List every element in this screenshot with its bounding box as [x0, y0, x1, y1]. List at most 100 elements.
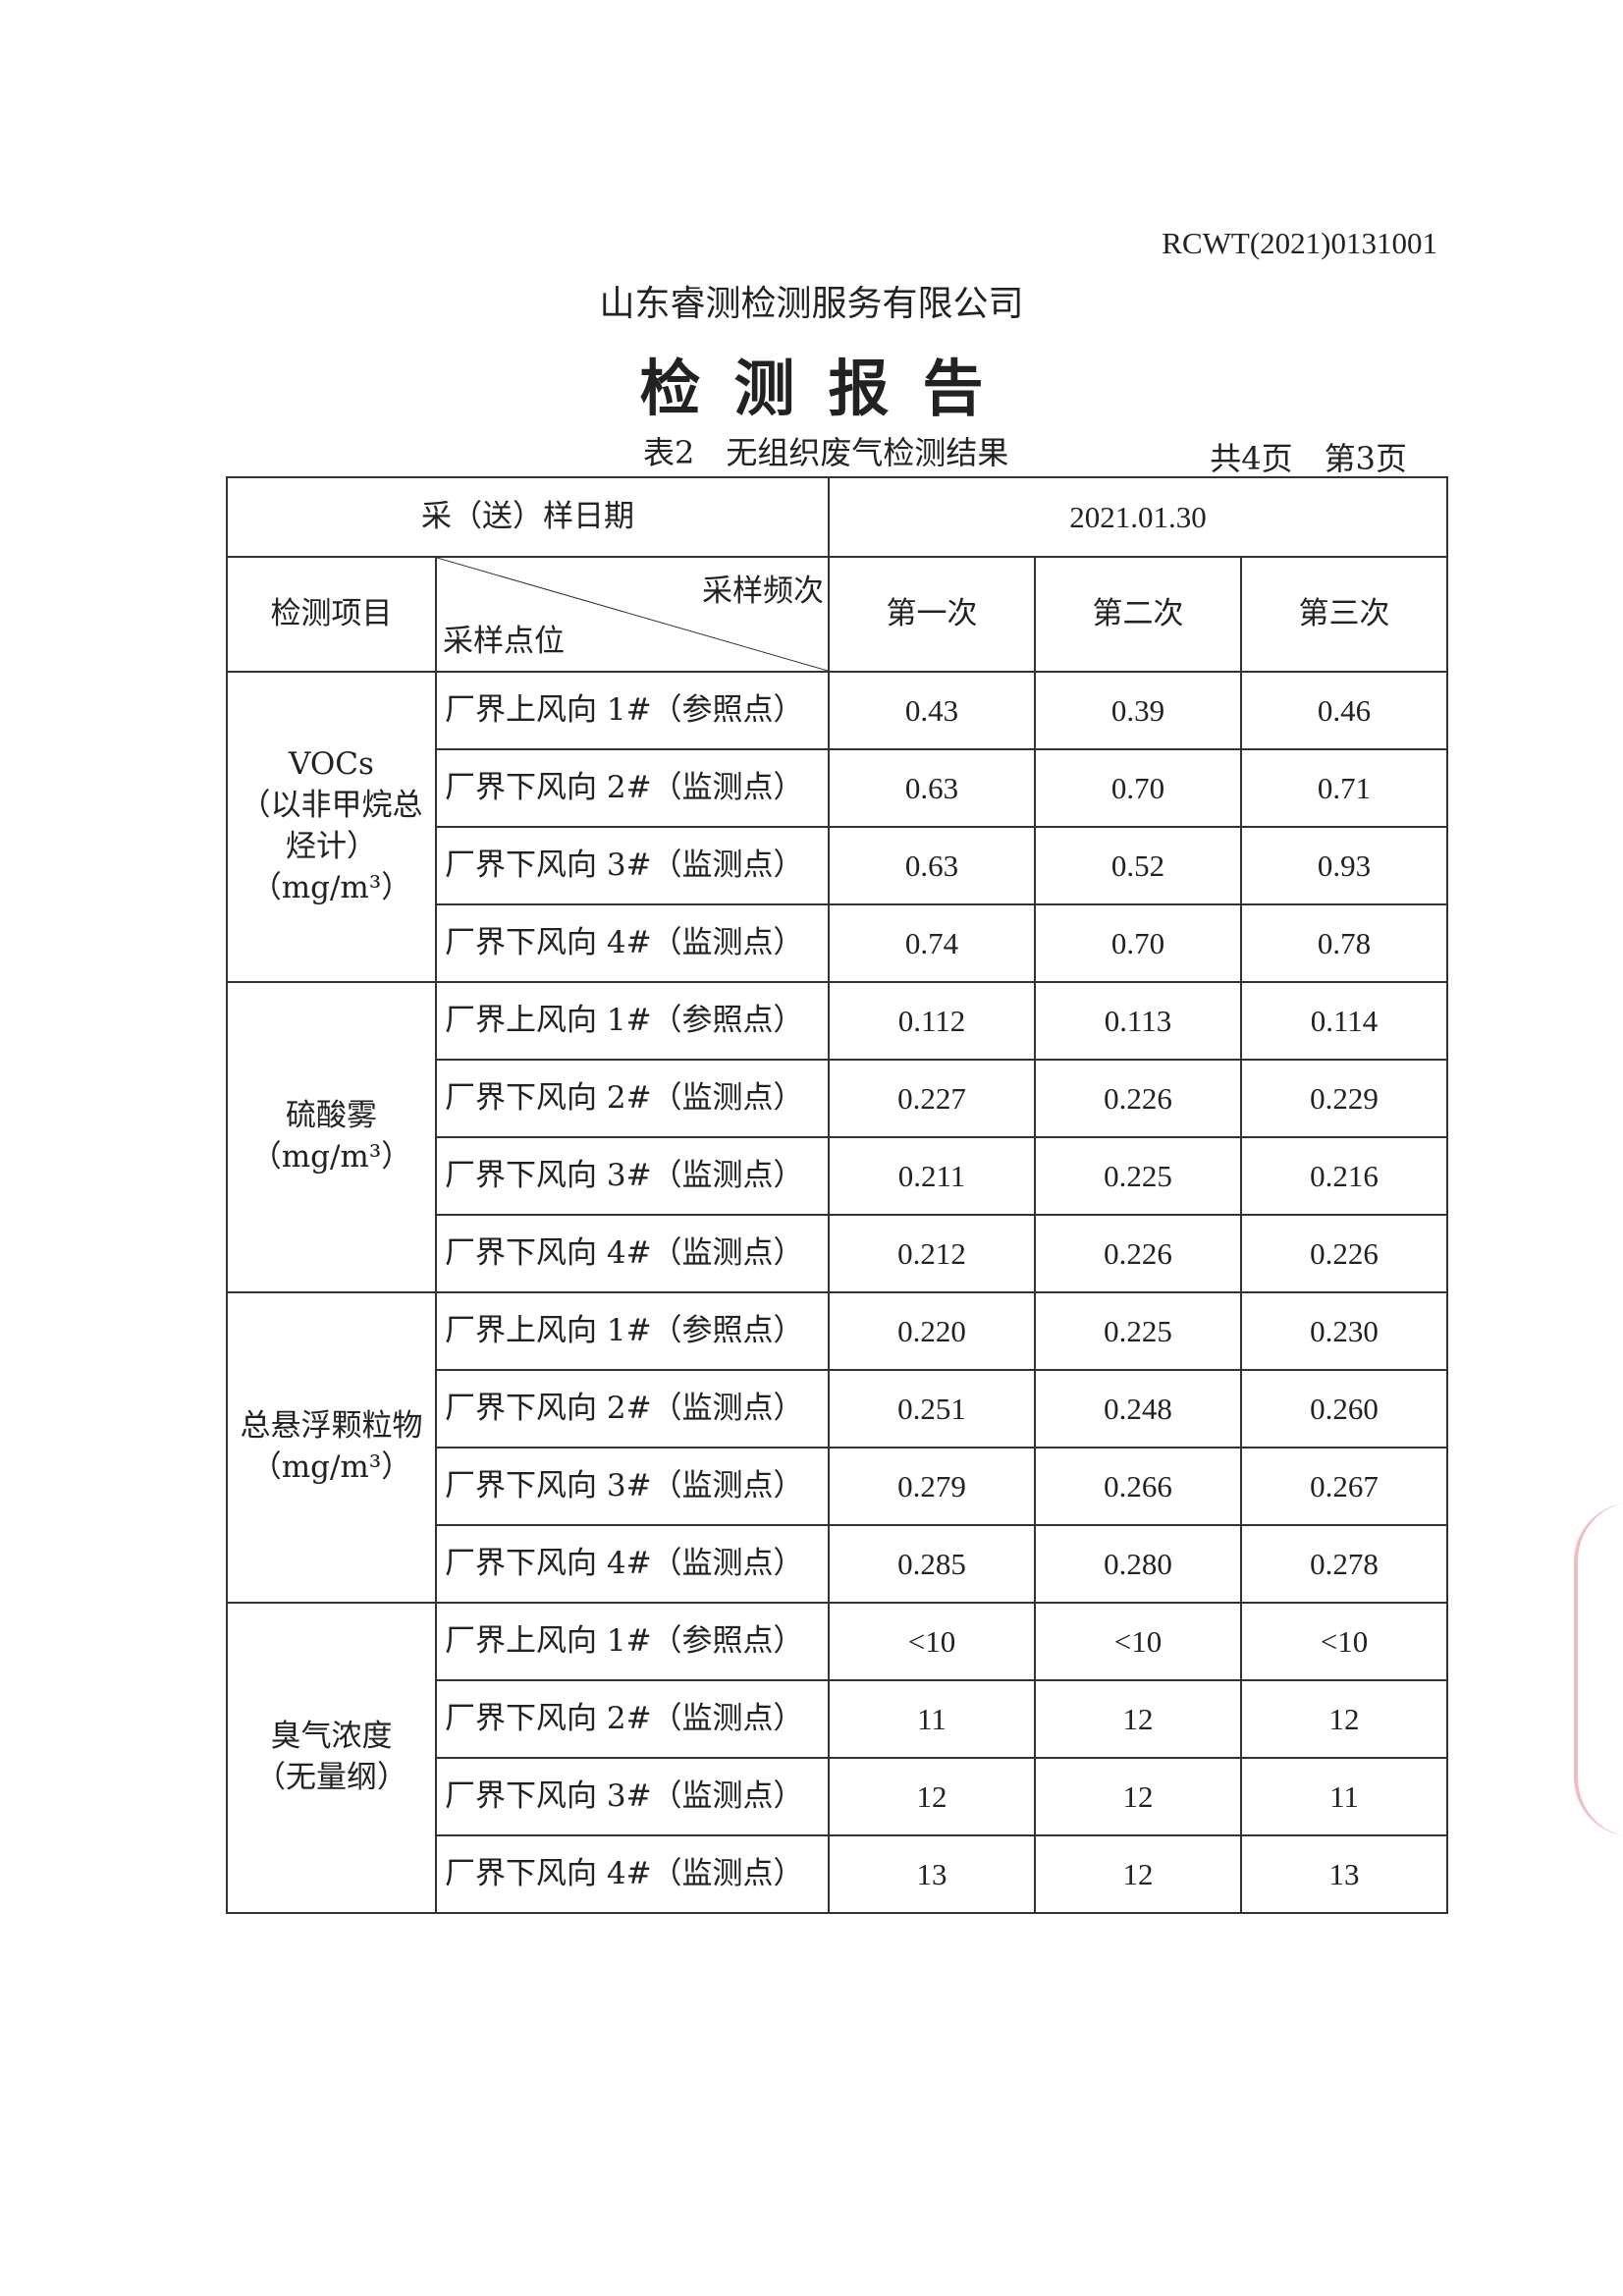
result-value: 0.278	[1240, 1524, 1448, 1604]
sampling-site: 厂界下风向 4#（监测点）	[435, 1524, 830, 1604]
result-value: <10	[1034, 1602, 1242, 1681]
result-value: 0.70	[1034, 748, 1242, 828]
result-value: 0.113	[1034, 981, 1242, 1061]
sampling-site: 厂界下风向 3#（监测点）	[435, 1136, 830, 1216]
result-value: 0.229	[1240, 1059, 1448, 1138]
sampling-site: 厂界下风向 3#（监测点）	[435, 826, 830, 905]
result-value: 0.220	[828, 1291, 1036, 1371]
table-row: 厂界下风向 4#（监测点） 13 12 13	[227, 1834, 1448, 1914]
result-value: 0.226	[1240, 1214, 1448, 1293]
item-name: 总悬浮颗粒物 （mg/m³）	[226, 1291, 437, 1604]
item-name: 硫酸雾 （mg/m³）	[226, 981, 437, 1293]
result-value: 12	[828, 1757, 1036, 1836]
table-row: 厂界下风向 2#（监测点） 0.251 0.248 0.260	[227, 1369, 1448, 1449]
result-value: 0.216	[1240, 1136, 1448, 1216]
result-value: 0.251	[828, 1369, 1036, 1449]
red-stamp-fragment	[1574, 1503, 1623, 1836]
result-value: <10	[828, 1602, 1036, 1681]
date-value: 2021.01.30	[828, 476, 1448, 558]
table-caption: 表2 无组织废气检测结果	[643, 434, 1009, 471]
result-value: 12	[1034, 1679, 1242, 1759]
sampling-site: 厂界上风向 1#（参照点）	[435, 1602, 830, 1681]
result-value: 0.226	[1034, 1059, 1242, 1138]
result-value: 0.248	[1034, 1369, 1242, 1449]
table-row: VOCs （以非甲烷总烃计） （mg/m³） 厂界上风向 1#（参照点） 0.43 0…	[226, 671, 1448, 983]
result-value: 0.43	[828, 671, 1036, 750]
sampling-site: 厂界下风向 4#（监测点）	[435, 1214, 830, 1293]
result-value: 0.280	[1034, 1524, 1242, 1604]
sampling-site: 厂界下风向 2#（监测点）	[435, 748, 830, 828]
date-label: 采（送）样日期	[226, 476, 830, 558]
result-value: 0.74	[828, 903, 1036, 983]
result-value: 11	[1240, 1757, 1448, 1836]
result-value: 0.212	[828, 1214, 1036, 1293]
sampling-site: 厂界下风向 4#（监测点）	[435, 1834, 830, 1914]
sampling-site: 厂界下风向 2#（监测点）	[435, 1059, 830, 1138]
result-value: 12	[1034, 1834, 1242, 1914]
table-row: 臭气浓度 （无量纲） 厂界上风向 1#（参照点） <10 <10 <10	[226, 1602, 1448, 1914]
result-value: 0.279	[828, 1447, 1036, 1526]
sampling-site: 厂界下风向 3#（监测点）	[435, 1757, 830, 1836]
result-value: 13	[828, 1834, 1036, 1914]
result-value: 0.52	[1034, 826, 1242, 905]
diagonal-header: 采样频次 采样点位	[435, 556, 830, 673]
table-row: 总悬浮颗粒物 （mg/m³） 厂界上风向 1#（参照点） 0.220 0.225 0.2…	[226, 1291, 1448, 1604]
result-value: 0.93	[1240, 826, 1448, 905]
sampling-site: 厂界下风向 3#（监测点）	[435, 1447, 830, 1526]
result-value: 0.267	[1240, 1447, 1448, 1526]
report-title: 检测报告	[639, 353, 1017, 424]
result-value: 0.230	[1240, 1291, 1448, 1371]
result-value: 0.225	[1034, 1136, 1242, 1216]
table-row: 厂界下风向 3#（监测点） 12 12 11	[227, 1757, 1448, 1836]
table-row: 厂界下风向 3#（监测点） 0.279 0.266 0.267	[227, 1447, 1448, 1526]
result-value: 0.78	[1240, 903, 1448, 983]
sampling-site: 厂界上风向 1#（参照点）	[435, 1291, 830, 1371]
result-value: 0.63	[828, 826, 1036, 905]
result-value: 0.112	[828, 981, 1036, 1061]
result-value: 0.46	[1240, 671, 1448, 750]
result-value: 0.114	[1240, 981, 1448, 1061]
table-row: 厂界下风向 3#（监测点） 0.211 0.225 0.216	[227, 1136, 1448, 1216]
site-header: 采样点位	[443, 624, 565, 660]
diagonal-line	[437, 558, 828, 671]
result-value: 0.285	[828, 1524, 1036, 1604]
item-name: 臭气浓度 （无量纲）	[226, 1602, 437, 1914]
results-table: 采（送）样日期 2021.01.30 检测项目 采样频次 采样点位 第一次 第二…	[226, 476, 1448, 1914]
freq-header: 采样频次	[702, 574, 824, 609]
result-value: <10	[1240, 1602, 1448, 1681]
result-value: 0.226	[1034, 1214, 1242, 1293]
table-row: 厂界下风向 2#（监测点） 11 12 12	[227, 1679, 1448, 1759]
result-value: 0.211	[828, 1136, 1036, 1216]
result-value: 0.70	[1034, 903, 1242, 983]
sampling-site: 厂界下风向 4#（监测点）	[435, 903, 830, 983]
table-row: 厂界下风向 2#（监测点） 0.63 0.70 0.71	[227, 748, 1448, 828]
company-name: 山东睿测检测服务有限公司	[599, 284, 1024, 324]
run-header: 第三次	[1240, 556, 1448, 673]
table-row: 厂界下风向 4#（监测点） 0.74 0.70 0.78	[227, 903, 1448, 983]
result-value: 11	[828, 1679, 1036, 1759]
result-value: 0.227	[828, 1059, 1036, 1138]
sampling-site: 厂界下风向 2#（监测点）	[435, 1679, 830, 1759]
result-value: 0.260	[1240, 1369, 1448, 1449]
result-value: 0.71	[1240, 748, 1448, 828]
table-row: 厂界下风向 3#（监测点） 0.63 0.52 0.93	[227, 826, 1448, 905]
run-header: 第一次	[828, 556, 1036, 673]
item-name: VOCs （以非甲烷总烃计） （mg/m³）	[226, 671, 437, 983]
sampling-site: 厂界上风向 1#（参照点）	[435, 981, 830, 1061]
run-header: 第二次	[1034, 556, 1242, 673]
result-value: 0.63	[828, 748, 1036, 828]
item-header: 检测项目	[226, 556, 437, 673]
table-row: 厂界下风向 4#（监测点） 0.212 0.226 0.226	[227, 1214, 1448, 1293]
result-value: 12	[1240, 1679, 1448, 1759]
table-row: 厂界下风向 4#（监测点） 0.285 0.280 0.278	[227, 1524, 1448, 1604]
sampling-site: 厂界上风向 1#（参照点）	[435, 671, 830, 750]
result-value: 0.39	[1034, 671, 1242, 750]
table-row: 硫酸雾 （mg/m³） 厂界上风向 1#（参照点） 0.112 0.113 0.114	[226, 981, 1448, 1293]
page-indicator: 共4页 第3页	[1210, 440, 1407, 477]
result-value: 13	[1240, 1834, 1448, 1914]
report-number: RCWT(2021)0131001	[1162, 226, 1437, 260]
sampling-site: 厂界下风向 2#（监测点）	[435, 1369, 830, 1449]
result-value: 12	[1034, 1757, 1242, 1836]
result-value: 0.225	[1034, 1291, 1242, 1371]
table-row: 厂界下风向 2#（监测点） 0.227 0.226 0.229	[227, 1059, 1448, 1138]
